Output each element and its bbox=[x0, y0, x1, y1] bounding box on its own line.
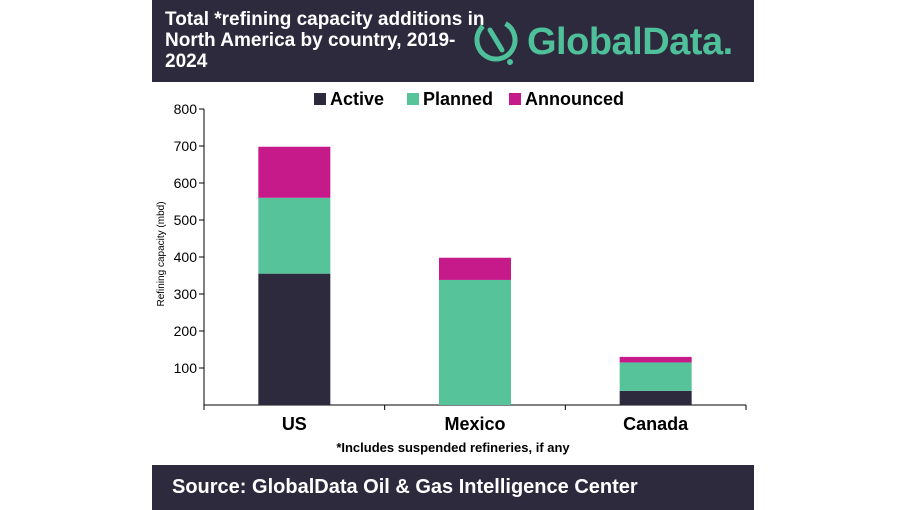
stacked-bar-chart: Active Planned Announced 100 200 300 400 500 60… bbox=[156, 89, 747, 455]
y-tick-label: 200 bbox=[174, 323, 198, 339]
x-tick-label: US bbox=[282, 414, 307, 434]
chart-area: Active Planned Announced 100 200 300 400 500 60… bbox=[152, 82, 754, 462]
bar-canada-announced bbox=[619, 356, 692, 363]
globaldata-logo-text: GlobalData. bbox=[527, 21, 733, 63]
y-tick-label: 600 bbox=[174, 175, 198, 191]
source-footer: Source: GlobalData Oil & Gas Intelligenc… bbox=[152, 465, 754, 510]
y-tick-label: 100 bbox=[174, 360, 198, 376]
chart-bars bbox=[258, 146, 692, 405]
bar-mexico-announced bbox=[439, 257, 511, 280]
y-tick-label: 400 bbox=[174, 249, 198, 265]
bar-us-active bbox=[258, 273, 331, 405]
legend-swatch-planned bbox=[407, 93, 419, 105]
globaldata-logo-icon bbox=[474, 18, 518, 65]
x-tick-label: Mexico bbox=[444, 414, 505, 434]
bar-us-announced bbox=[258, 146, 331, 198]
y-axis-label: Refining capacity (mbd) bbox=[156, 201, 167, 306]
chart-title: Total *refining capacity additions in No… bbox=[165, 9, 485, 72]
y-tick-label: 500 bbox=[174, 212, 198, 228]
chart-axes: 100 200 300 400 500 600 700 800 US Mexico Canada bbox=[174, 101, 747, 434]
chart-footnote: *Includes suspended refineries, if any bbox=[336, 440, 570, 455]
legend-label-announced: Announced bbox=[525, 89, 624, 109]
source-text: Source: GlobalData Oil & Gas Intelligenc… bbox=[172, 476, 638, 498]
y-tick-label: 700 bbox=[174, 138, 198, 154]
legend-swatch-active bbox=[314, 93, 326, 105]
x-tick-label: Canada bbox=[623, 414, 689, 434]
legend-swatch-announced bbox=[509, 93, 521, 105]
chart-header: Total *refining capacity additions in No… bbox=[152, 0, 754, 82]
y-tick-label: 300 bbox=[174, 286, 198, 302]
bar-canada-planned bbox=[619, 362, 692, 391]
chart-legend: Active Planned Announced bbox=[314, 89, 624, 109]
bar-mexico-planned bbox=[439, 279, 511, 405]
bar-canada-active bbox=[619, 390, 692, 405]
legend-label-active: Active bbox=[330, 89, 384, 109]
bar-us-planned bbox=[258, 197, 331, 274]
globaldata-logo: GlobalData. bbox=[470, 14, 750, 70]
y-tick-label: 800 bbox=[174, 101, 198, 117]
legend-label-planned: Planned bbox=[423, 89, 493, 109]
